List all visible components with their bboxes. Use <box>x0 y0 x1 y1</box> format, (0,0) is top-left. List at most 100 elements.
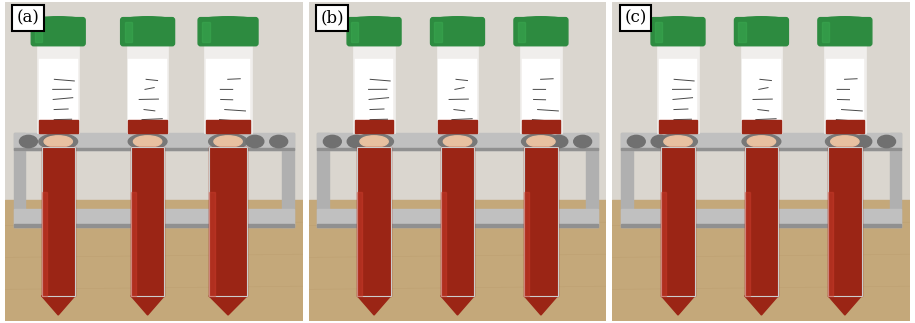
Ellipse shape <box>360 211 389 226</box>
Ellipse shape <box>877 135 896 148</box>
Bar <box>435 22 442 42</box>
FancyBboxPatch shape <box>735 17 789 46</box>
Ellipse shape <box>128 134 167 150</box>
Polygon shape <box>441 296 474 315</box>
Bar <box>318 133 597 150</box>
Bar <box>358 147 391 296</box>
Ellipse shape <box>653 17 703 24</box>
Ellipse shape <box>246 135 264 148</box>
Ellipse shape <box>659 134 697 150</box>
Ellipse shape <box>214 136 242 147</box>
FancyBboxPatch shape <box>121 17 175 46</box>
Ellipse shape <box>516 17 565 24</box>
Bar <box>612 200 910 321</box>
Bar <box>14 133 26 227</box>
Bar <box>825 120 865 133</box>
FancyBboxPatch shape <box>514 17 568 46</box>
Ellipse shape <box>363 213 384 224</box>
Ellipse shape <box>527 136 555 147</box>
Bar <box>282 133 294 227</box>
Bar <box>35 22 42 42</box>
Bar <box>518 22 525 42</box>
Bar <box>586 133 597 227</box>
Bar <box>38 120 78 133</box>
Polygon shape <box>524 296 557 315</box>
Bar <box>358 147 391 296</box>
Ellipse shape <box>820 17 869 24</box>
Bar <box>41 147 75 296</box>
Ellipse shape <box>19 135 38 148</box>
FancyBboxPatch shape <box>199 17 258 46</box>
Bar <box>828 147 862 296</box>
Ellipse shape <box>830 211 860 226</box>
Bar <box>742 59 780 126</box>
Bar <box>14 148 294 150</box>
Ellipse shape <box>737 17 786 24</box>
Bar <box>621 148 901 150</box>
Bar <box>524 147 557 296</box>
Bar <box>131 192 136 296</box>
FancyBboxPatch shape <box>651 17 705 46</box>
Bar <box>824 43 866 133</box>
Polygon shape <box>745 296 778 315</box>
Bar <box>318 133 329 227</box>
Ellipse shape <box>350 17 399 24</box>
Bar <box>127 43 168 133</box>
Ellipse shape <box>360 136 388 147</box>
Bar <box>612 2 910 200</box>
Bar <box>14 224 294 227</box>
Bar <box>436 43 479 133</box>
Bar <box>655 22 662 42</box>
Bar <box>41 147 75 296</box>
Bar <box>662 147 694 296</box>
Bar <box>38 59 78 126</box>
Ellipse shape <box>747 211 776 226</box>
Bar <box>522 59 560 126</box>
Bar <box>441 147 474 296</box>
Bar <box>131 147 165 296</box>
Bar <box>351 22 359 42</box>
Bar <box>131 147 165 296</box>
Bar <box>662 147 694 296</box>
Polygon shape <box>358 296 391 315</box>
Bar <box>202 22 210 42</box>
Bar <box>828 147 862 296</box>
Bar <box>520 43 562 133</box>
Bar <box>124 22 132 42</box>
Bar <box>318 224 597 227</box>
Polygon shape <box>41 296 75 315</box>
Bar <box>128 59 167 126</box>
Ellipse shape <box>209 134 247 150</box>
Ellipse shape <box>526 211 555 226</box>
Bar <box>438 120 477 133</box>
Polygon shape <box>828 296 862 315</box>
Ellipse shape <box>531 213 552 224</box>
Bar <box>206 59 251 126</box>
Bar <box>5 2 303 200</box>
Bar <box>209 147 247 296</box>
Ellipse shape <box>444 136 471 147</box>
Ellipse shape <box>123 17 172 24</box>
Ellipse shape <box>34 17 82 24</box>
FancyBboxPatch shape <box>347 17 401 46</box>
Bar <box>742 120 780 133</box>
Ellipse shape <box>213 211 243 226</box>
Ellipse shape <box>834 213 856 224</box>
Ellipse shape <box>433 17 482 24</box>
Bar <box>738 22 746 42</box>
Ellipse shape <box>137 213 158 224</box>
Bar <box>745 147 778 296</box>
Bar <box>355 59 393 126</box>
Bar <box>522 120 560 133</box>
Ellipse shape <box>651 135 669 148</box>
Ellipse shape <box>133 211 163 226</box>
Bar <box>209 147 247 296</box>
Bar <box>524 192 529 296</box>
Bar <box>659 120 697 133</box>
Bar <box>204 43 252 133</box>
Ellipse shape <box>43 211 73 226</box>
Ellipse shape <box>44 136 72 147</box>
Bar <box>14 133 294 150</box>
Ellipse shape <box>742 134 780 150</box>
Ellipse shape <box>348 135 365 148</box>
